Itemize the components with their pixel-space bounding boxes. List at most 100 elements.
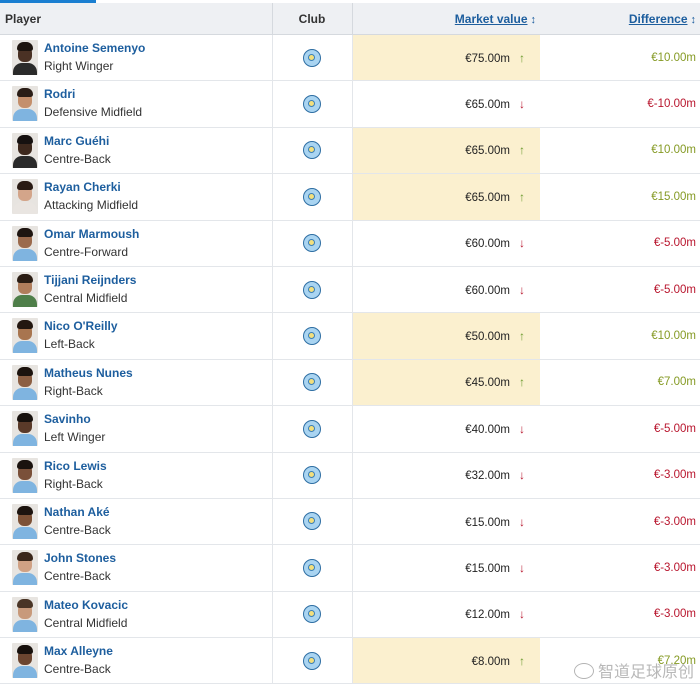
player-photo: [12, 179, 38, 215]
player-name-link[interactable]: Rodri: [44, 87, 76, 102]
club-cell: [271, 312, 353, 360]
player-photo: [12, 411, 38, 447]
difference-value: €-3.00m: [653, 608, 696, 621]
manchester-city-crest-icon[interactable]: [303, 466, 321, 485]
market-value-cell: €15.00m ↓: [352, 498, 540, 546]
sort-link-market-value[interactable]: Market value: [454, 11, 528, 26]
player-cell: Nathan Aké Centre-Back: [0, 498, 272, 546]
player-position: Centre-Back: [44, 151, 111, 166]
player-position: Left Winger: [44, 430, 106, 445]
player-name-link[interactable]: Antoine Semenyo: [44, 41, 146, 55]
difference-cell: €-3.00m: [540, 498, 700, 546]
player-photo: [12, 40, 38, 75]
column-header-difference[interactable]: Difference ↕: [540, 3, 700, 35]
column-header-market-value[interactable]: Market value ↕: [352, 3, 540, 35]
manchester-city-crest-icon[interactable]: [303, 187, 321, 206]
table-row: Mateo Kovacic Central Midfield €12.00m ↓ €-3…: [0, 591, 700, 639]
player-photo: [12, 225, 38, 261]
manchester-city-crest-icon[interactable]: [303, 48, 321, 67]
player-photo: [12, 86, 38, 122]
difference-value: €10.00m: [651, 144, 696, 157]
market-value: €15.00m: [465, 516, 510, 529]
arrow-up-icon: ↑: [519, 653, 525, 668]
player-cell: Max Alleyne Centre-Back: [0, 637, 272, 685]
player-photo: [12, 132, 38, 168]
market-value-cell: €40.00m ↓: [352, 405, 540, 453]
market-value-cell: €65.00m ↑: [352, 127, 540, 175]
manchester-city-crest-icon[interactable]: [303, 512, 321, 531]
difference-cell: €-5.00m: [540, 220, 700, 267]
player-name-link[interactable]: Matheus Nunes: [44, 365, 133, 380]
market-value: €15.00m: [465, 562, 510, 575]
manchester-city-crest-icon[interactable]: [303, 419, 321, 438]
market-value-cell: €15.00m ↓: [352, 544, 540, 592]
player-name-link[interactable]: Mateo Kovacic: [44, 597, 129, 612]
manchester-city-crest-icon[interactable]: [303, 373, 321, 392]
player-name-link[interactable]: John Stones: [44, 551, 117, 566]
player-position: Central Midfield: [44, 615, 128, 630]
difference-cell: €10.00m: [540, 312, 700, 360]
table-row: Marc Guéhi Centre-Back €65.00m ↑ €10.00m: [0, 127, 700, 175]
player-position: Centre-Back: [44, 522, 111, 537]
player-name-link[interactable]: Omar Marmoush: [44, 226, 140, 241]
player-cell: Rodri Defensive Midfield: [0, 80, 272, 128]
market-value: €40.00m: [465, 423, 510, 436]
manchester-city-crest-icon[interactable]: [303, 605, 321, 624]
difference-cell: €7.20m: [540, 637, 700, 685]
table-header-row: Player Club Market value ↕ Difference ↕: [0, 3, 700, 35]
difference-value: €7.00m: [657, 376, 696, 389]
player-photo: [12, 318, 38, 354]
player-position: Defensive Midfield: [44, 105, 143, 120]
difference-cell: €-5.00m: [540, 266, 700, 314]
player-name-link[interactable]: Rico Lewis: [44, 458, 107, 473]
player-cell: Matheus Nunes Right-Back: [0, 359, 272, 407]
player-cell: Marc Guéhi Centre-Back: [0, 127, 272, 175]
table-row: Matheus Nunes Right-Back €45.00m ↑ €7.00m: [0, 359, 700, 407]
club-cell: [271, 127, 353, 175]
manchester-city-crest-icon[interactable]: [303, 94, 321, 113]
player-name-link[interactable]: Max Alleyne: [44, 644, 113, 659]
manchester-city-crest-icon[interactable]: [303, 234, 321, 253]
manchester-city-crest-icon[interactable]: [303, 326, 321, 345]
arrow-down-icon: ↓: [519, 514, 525, 529]
manchester-city-crest-icon[interactable]: [303, 280, 321, 299]
player-cell: Rico Lewis Right-Back: [0, 452, 272, 499]
club-cell: [271, 591, 353, 639]
player-photo: [12, 271, 38, 307]
manchester-city-crest-icon[interactable]: [303, 558, 321, 577]
player-cell: Antoine Semenyo Right Winger: [0, 34, 272, 82]
player-photo: [12, 457, 38, 493]
player-name-link[interactable]: Nathan Aké: [44, 504, 110, 519]
table-row: Rodri Defensive Midfield €65.00m ↓ €-10.00m: [0, 80, 700, 128]
arrow-up-icon: ↑: [519, 50, 525, 65]
market-value: €12.00m: [465, 609, 510, 622]
player-name-link[interactable]: Tijjani Reijnders: [44, 272, 137, 287]
difference-cell: €-5.00m: [540, 405, 700, 453]
market-value-cell: €32.00m ↓: [352, 452, 540, 499]
club-cell: [271, 266, 353, 314]
sort-arrows-icon[interactable]: ↕: [530, 13, 537, 26]
player-name-link[interactable]: Nico O'Reilly: [44, 319, 118, 334]
player-name-link[interactable]: Savinho: [44, 412, 91, 427]
table-row: Max Alleyne Centre-Back €8.00m ↑ €7.20m: [0, 637, 700, 685]
market-value-cell: €75.00m ↑: [352, 34, 540, 82]
arrow-down-icon: ↓: [519, 560, 525, 575]
arrow-down-icon: ↓: [519, 421, 525, 436]
difference-value: €-3.00m: [653, 515, 696, 528]
manchester-city-crest-icon[interactable]: [303, 141, 321, 160]
player-name-link[interactable]: Marc Guéhi: [44, 133, 110, 148]
club-cell: [271, 34, 353, 82]
market-value: €65.00m: [465, 145, 510, 158]
sort-arrows-icon[interactable]: ↕: [690, 13, 697, 26]
club-cell: [271, 637, 353, 685]
sort-link-difference[interactable]: Difference: [628, 11, 688, 26]
difference-cell: €10.00m: [540, 127, 700, 175]
player-name-link[interactable]: Rayan Cherki: [44, 180, 121, 195]
manchester-city-crest-icon[interactable]: [303, 651, 321, 670]
table-row: Antoine Semenyo Right Winger €75.00m ↑ €10.0…: [0, 34, 700, 82]
market-value-cell: €12.00m ↓: [352, 591, 540, 639]
player-cell: Rayan Cherki Attacking Midfield: [0, 173, 272, 221]
difference-cell: €-3.00m: [540, 591, 700, 639]
difference-value: €10.00m: [651, 51, 696, 64]
player-position: Left-Back: [44, 337, 95, 352]
